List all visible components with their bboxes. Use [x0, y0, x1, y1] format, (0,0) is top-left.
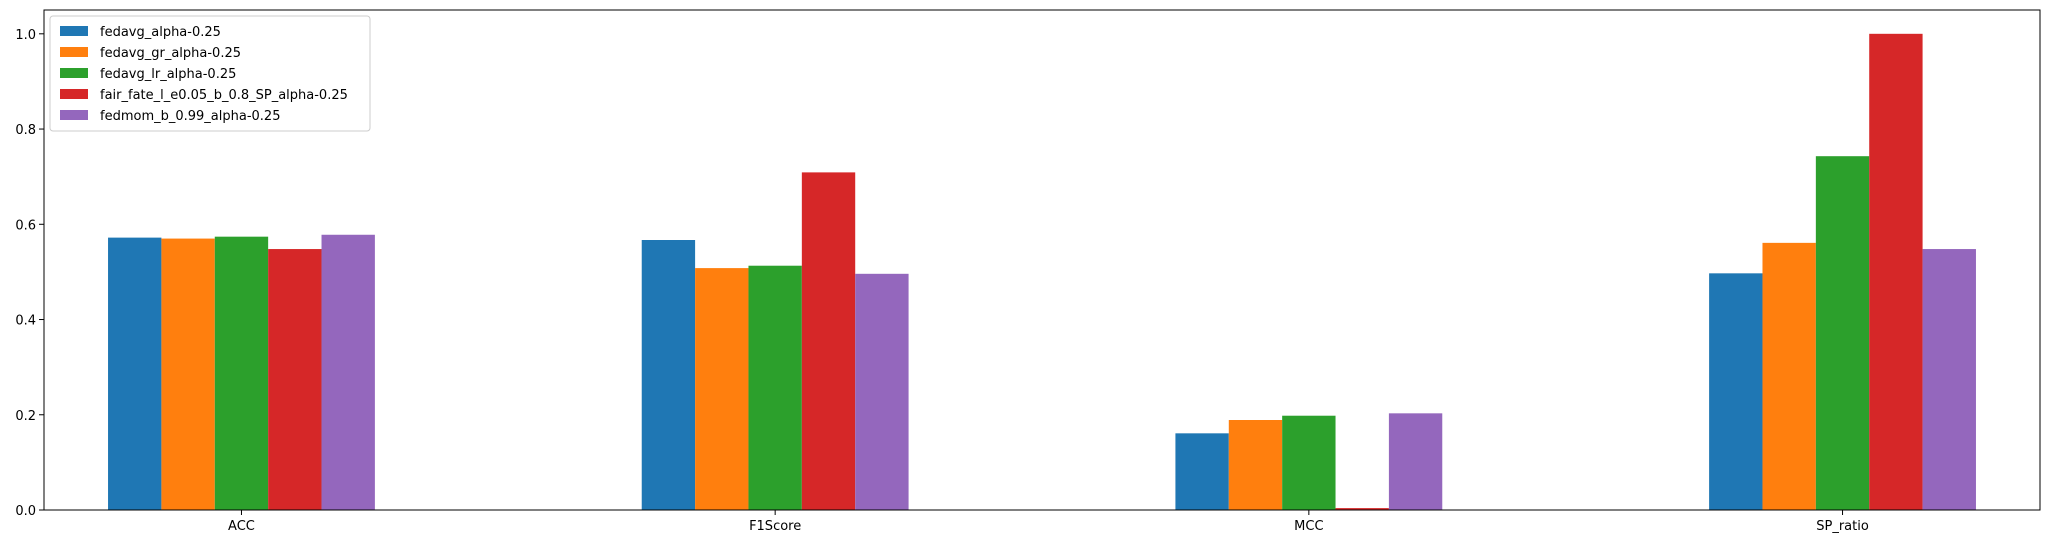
bar-fair_fate_l_e0.05_b_0.8_SP_alpha-0.25-MCC: [1335, 508, 1389, 510]
bar-fedavg_gr_alpha-0.25-MCC: [1228, 420, 1283, 510]
y-tick-label: 0.8: [15, 123, 36, 138]
bar-fair_fate_l_e0.05_b_0.8_SP_alpha-0.25-SP_ratio: [1869, 33, 1923, 511]
bar-fedavg_alpha-0.25-F1Score: [641, 240, 696, 510]
legend-box: [49, 15, 371, 132]
bar-fedavg_alpha-0.25-MCC: [1175, 433, 1229, 510]
legend-swatch: [60, 89, 88, 99]
legend-label: fedavg_gr_alpha-0.25: [100, 46, 241, 61]
bar-fedavg_lr_alpha-0.25-ACC: [214, 236, 269, 511]
bar-fedmom_b_0.99_alpha-0.25-F1Score: [855, 273, 909, 510]
legend-swatch: [60, 47, 88, 57]
bar-fedavg_alpha-0.25-SP_ratio: [1709, 273, 1763, 510]
legend-swatch: [60, 26, 88, 36]
bar-fedavg_gr_alpha-0.25-SP_ratio: [1762, 242, 1816, 511]
bar-fedavg_lr_alpha-0.25-SP_ratio: [1815, 156, 1870, 510]
legend-label: fedavg_lr_alpha-0.25: [100, 67, 236, 82]
bar-fair_fate_l_e0.05_b_0.8_SP_alpha-0.25-F1Score: [801, 172, 856, 510]
y-tick-label: 0.2: [15, 409, 36, 424]
y-tick-label: 1.0: [15, 28, 36, 43]
x-tick-label: F1Score: [749, 519, 801, 534]
bar-fedavg_lr_alpha-0.25-F1Score: [748, 265, 802, 510]
legend-label: fedmom_b_0.99_alpha-0.25: [100, 109, 280, 124]
y-tick-label: 0.4: [15, 314, 36, 329]
legend-label: fedavg_alpha-0.25: [100, 25, 221, 40]
bar-fair_fate_l_e0.05_b_0.8_SP_alpha-0.25-ACC: [268, 249, 322, 511]
x-tick-label: MCC: [1294, 519, 1323, 534]
x-tick-label: SP_ratio: [1816, 519, 1869, 534]
y-tick-label: 0.6: [15, 218, 36, 233]
legend-swatch: [60, 110, 88, 120]
legend: fedavg_alpha-0.25 fedavg_gr_alpha-0.25fed…: [49, 15, 371, 132]
bar-fedavg_alpha-0.25-ACC: [108, 237, 162, 510]
bar-fedmom_b_0.99_alpha-0.25-ACC: [321, 234, 375, 510]
bar-fedmom_b_0.99_alpha-0.25-SP_ratio: [1922, 249, 1976, 511]
y-tick-label: 0.0: [15, 504, 36, 519]
legend-swatch: [60, 68, 88, 78]
plot-frame: [43, 9, 2041, 511]
plot-background: [44, 10, 2040, 510]
bar-fedavg_gr_alpha-0.25-F1Score: [695, 268, 749, 510]
x-tick-label: ACC: [228, 519, 255, 534]
bar-fedavg_gr_alpha-0.25-ACC: [161, 238, 215, 510]
y-axis-ticks: 0.0 0.2 0.4 0.6 0.8 1.0: [15, 28, 44, 519]
bars-group: [108, 33, 1976, 511]
legend-label: fair_fate_l_e0.05_b_0.8_SP_alpha-0.25: [100, 88, 348, 103]
x-axis-ticks: ACC F1Score MCC SP_ratio: [228, 510, 1869, 534]
bar-fedavg_lr_alpha-0.25-MCC: [1282, 415, 1336, 510]
bar-fedmom_b_0.99_alpha-0.25-MCC: [1388, 413, 1443, 510]
